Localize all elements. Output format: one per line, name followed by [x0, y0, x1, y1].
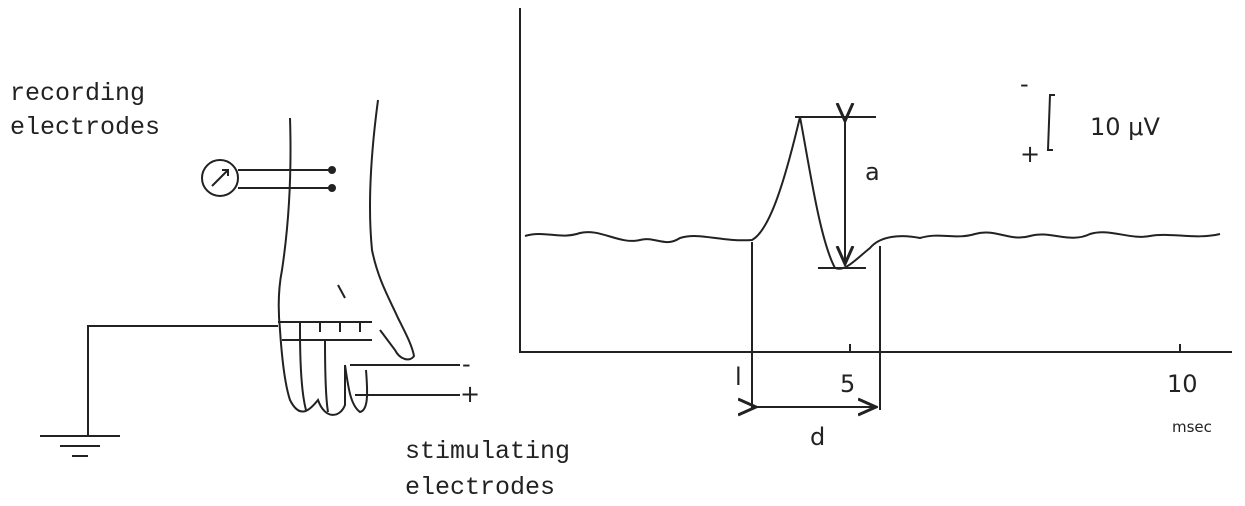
amplitude-label: a — [865, 158, 880, 186]
stim-plus: + — [460, 380, 480, 408]
scale-plus: + — [1020, 140, 1040, 168]
x-tick-label: 5 — [840, 370, 855, 398]
figure: recording electrodes stimulating electro… — [0, 0, 1245, 506]
recording-label: electrodes — [10, 113, 160, 142]
scale-label: 10 μV — [1090, 113, 1160, 141]
hand-illustration — [40, 100, 460, 456]
duration-label: d — [810, 423, 825, 451]
x-unit: msec — [1172, 418, 1212, 436]
stimulating-label: stimulating — [405, 437, 570, 466]
latency-label: l — [735, 363, 742, 391]
x-tick-label: 10 — [1167, 370, 1198, 398]
stim-minus: - — [462, 350, 471, 378]
scale-minus: - — [1020, 70, 1029, 98]
trace-plot — [520, 8, 1232, 410]
recording-label: recording — [10, 79, 145, 108]
stimulating-label: electrodes — [405, 473, 555, 502]
